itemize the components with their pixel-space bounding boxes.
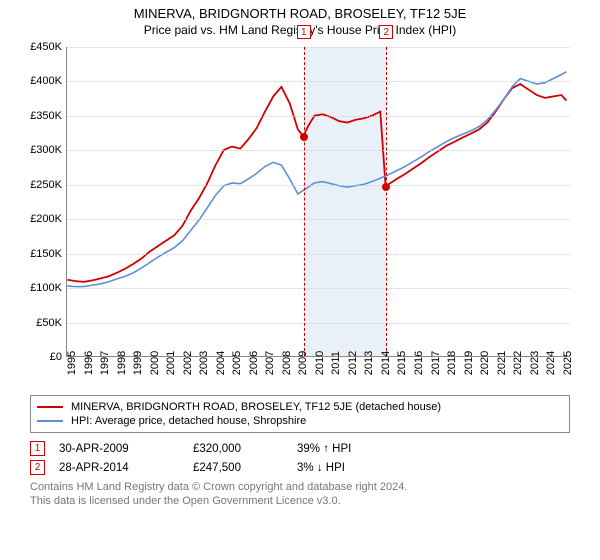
event-delta: 3% ↓ HPI — [297, 462, 345, 474]
x-axis-label: 2006 — [248, 351, 260, 375]
y-axis-label: £100K — [30, 282, 62, 294]
x-axis-label: 2018 — [446, 351, 458, 375]
x-axis-label: 2009 — [297, 351, 309, 375]
event-marker-box: 1 — [30, 441, 45, 456]
event-price: £320,000 — [193, 443, 283, 455]
x-axis-label: 2000 — [149, 351, 161, 375]
legend: MINERVA, BRIDGNORTH ROAD, BROSELEY, TF12… — [30, 395, 570, 433]
x-axis-label: 1996 — [83, 351, 95, 375]
event-delta: 39% ↑ HPI — [297, 443, 351, 455]
x-axis-label: 2007 — [264, 351, 276, 375]
legend-row: HPI: Average price, detached house, Shro… — [37, 414, 563, 428]
y-axis-label: £50K — [36, 317, 62, 329]
x-axis-label: 1997 — [99, 351, 111, 375]
event-price: £247,500 — [193, 462, 283, 474]
event-date: 30-APR-2009 — [59, 443, 179, 455]
legend-swatch — [37, 406, 63, 408]
y-axis-label: £150K — [30, 248, 62, 260]
event-date: 28-APR-2014 — [59, 462, 179, 474]
x-axis-label: 2024 — [545, 351, 557, 375]
y-axis-label: £400K — [30, 75, 62, 87]
x-axis-label: 2013 — [363, 351, 375, 375]
y-axis-label: £350K — [30, 110, 62, 122]
x-axis-label: 2021 — [496, 351, 508, 375]
event-table: 1 30-APR-2009 £320,000 39% ↑ HPI 2 28-AP… — [30, 439, 570, 477]
footer-line: This data is licensed under the Open Gov… — [30, 495, 570, 509]
legend-label: MINERVA, BRIDGNORTH ROAD, BROSELEY, TF12… — [71, 401, 441, 413]
x-axis-label: 2008 — [281, 351, 293, 375]
marker-label: 1 — [297, 25, 311, 39]
x-axis-label: 2010 — [314, 351, 326, 375]
marker-label: 2 — [379, 25, 393, 39]
y-axis-label: £450K — [30, 41, 62, 53]
x-axis-label: 2004 — [215, 351, 227, 375]
series-svg — [67, 47, 570, 356]
x-axis-label: 1998 — [116, 351, 128, 375]
event-marker-box: 2 — [30, 460, 45, 475]
y-axis-label: £0 — [50, 351, 62, 363]
x-axis-label: 1999 — [132, 351, 144, 375]
footer: Contains HM Land Registry data © Crown c… — [30, 481, 570, 509]
x-axis-label: 2015 — [396, 351, 408, 375]
x-axis-label: 2023 — [529, 351, 541, 375]
footer-line: Contains HM Land Registry data © Crown c… — [30, 481, 570, 495]
x-axis-label: 2016 — [413, 351, 425, 375]
x-axis-label: 2014 — [380, 351, 392, 375]
event-row: 1 30-APR-2009 £320,000 39% ↑ HPI — [30, 439, 570, 458]
legend-swatch — [37, 420, 63, 422]
x-axis-label: 2020 — [479, 351, 491, 375]
x-axis-label: 2012 — [347, 351, 359, 375]
legend-row: MINERVA, BRIDGNORTH ROAD, BROSELEY, TF12… — [37, 400, 563, 414]
x-axis-label: 2022 — [512, 351, 524, 375]
x-axis-label: 2017 — [430, 351, 442, 375]
chart-container: 12 £0 £50K £100K £150K £200K £250K £300K £350K £… — [20, 41, 580, 391]
x-axis-label: 2019 — [463, 351, 475, 375]
page-title: MINERVA, BRIDGNORTH ROAD, BROSELEY, TF12… — [0, 6, 600, 21]
plot-area: 12 — [66, 47, 570, 357]
x-axis-label: 2003 — [198, 351, 210, 375]
y-axis-label: £200K — [30, 213, 62, 225]
x-axis-label: 2001 — [165, 351, 177, 375]
x-axis-label: 2002 — [182, 351, 194, 375]
y-axis-label: £250K — [30, 179, 62, 191]
y-axis-label: £300K — [30, 144, 62, 156]
legend-label: HPI: Average price, detached house, Shro… — [71, 415, 306, 427]
event-row: 2 28-APR-2014 £247,500 3% ↓ HPI — [30, 458, 570, 477]
x-axis-label: 2011 — [330, 351, 342, 375]
x-axis-label: 1995 — [66, 351, 78, 375]
x-axis-label: 2025 — [562, 351, 574, 375]
x-axis-label: 2005 — [231, 351, 243, 375]
